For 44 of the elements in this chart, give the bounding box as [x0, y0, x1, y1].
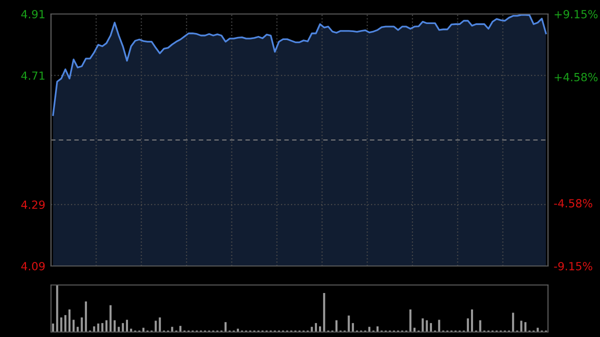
- bar: [314, 323, 317, 332]
- y-tick-label: 4.29: [21, 200, 45, 209]
- bar: [118, 326, 120, 332]
- y-tick-label: 4.09: [21, 262, 45, 270]
- bar: [422, 318, 424, 332]
- bar: [426, 320, 428, 332]
- bar: [56, 285, 58, 332]
- bar: [64, 315, 66, 332]
- bar: [105, 320, 108, 332]
- bar: [101, 323, 104, 332]
- bar: [348, 316, 350, 332]
- bar: [524, 322, 526, 332]
- bar: [154, 320, 157, 332]
- y2-tick-label: +9.15%: [554, 10, 598, 18]
- bar: [430, 323, 432, 332]
- bar: [512, 312, 514, 332]
- y2-tick-label: -9.15%: [554, 262, 592, 270]
- bar: [536, 328, 539, 332]
- bar: [84, 301, 87, 332]
- y2-tick-label: +4.58%: [554, 72, 598, 82]
- y2-tick-label: -4.58%: [554, 199, 592, 208]
- y-tick-label: 4.71: [21, 72, 44, 80]
- bar: [72, 320, 75, 332]
- bar: [110, 305, 112, 332]
- bar: [52, 324, 54, 332]
- bar: [224, 322, 227, 332]
- bar: [466, 318, 469, 332]
- bar: [158, 317, 161, 332]
- bar: [323, 292, 326, 332]
- bar: [97, 324, 100, 332]
- bar: [470, 309, 474, 332]
- bar: [520, 320, 522, 332]
- bar: [352, 323, 354, 332]
- bar: [122, 323, 124, 332]
- bar: [126, 320, 128, 332]
- bar: [80, 317, 83, 332]
- bar: [479, 320, 482, 332]
- bar: [335, 320, 338, 332]
- bar: [409, 309, 412, 332]
- y-tick-label: 4.91: [21, 10, 44, 18]
- bar: [68, 309, 71, 332]
- bar: [114, 320, 116, 332]
- bar: [60, 317, 62, 332]
- bar: [438, 320, 440, 332]
